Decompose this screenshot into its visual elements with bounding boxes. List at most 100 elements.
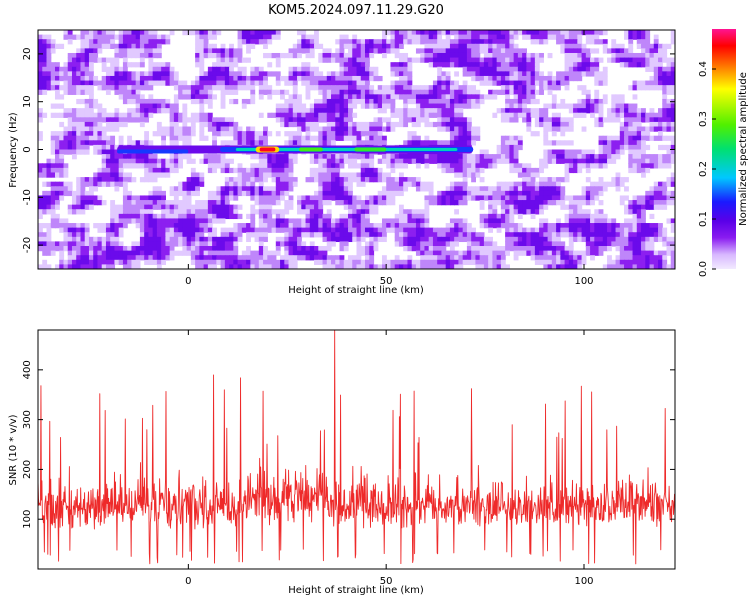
spectrogram-cell (241, 140, 247, 146)
spectrogram-cell (590, 158, 595, 164)
spectrogram-cell (454, 131, 460, 137)
spectrogram-cell (131, 200, 137, 206)
spectrogram-cell (471, 52, 477, 59)
spectrogram-cell (339, 112, 345, 118)
spectrogram-cell (80, 236, 86, 243)
spectrogram-cell (398, 57, 404, 63)
spectrogram-cell (432, 246, 438, 252)
spectrogram-cell (547, 75, 553, 82)
spectrogram-cell (547, 140, 553, 146)
spectrogram-cell (594, 30, 600, 36)
spectrogram-cell (348, 112, 353, 118)
spectrogram-cell (449, 57, 455, 63)
spectrogram-cell (63, 186, 69, 192)
spectrogram-cell (543, 227, 549, 233)
spectrogram-cell (54, 181, 60, 187)
spectrogram-cell (577, 232, 583, 238)
spectrogram-cell (110, 34, 116, 40)
spectrogram-cell (237, 167, 243, 174)
spectrogram-cell (343, 181, 349, 187)
spectrogram-cell (322, 108, 328, 114)
spectrogram-cell (636, 112, 642, 118)
spectrogram-cell (118, 71, 124, 77)
spectrogram-cell (500, 195, 506, 201)
spectrogram-cell (343, 190, 349, 197)
spectrogram-cell (407, 154, 413, 160)
spectrogram-cell (348, 218, 353, 224)
spectrogram-cell (560, 131, 566, 137)
spectrogram-cell (513, 154, 519, 160)
spectrogram-cell (394, 154, 400, 160)
spectrogram-cell (309, 200, 315, 206)
spectrogram-cell (292, 218, 298, 224)
spectrogram-cell (67, 186, 73, 192)
spectrogram-cell (301, 112, 307, 118)
spectrogram-cell (500, 112, 506, 118)
spectrogram-cell (148, 204, 154, 210)
spectrogram-cell (364, 121, 370, 128)
spectrogram-cell (513, 43, 519, 49)
spectrogram-cell (267, 52, 273, 59)
spectrogram-cell (309, 48, 315, 54)
spectrogram-cell (50, 149, 56, 155)
spectrogram-cell (466, 140, 472, 146)
spectrogram-cell (267, 209, 273, 215)
spectrogram-cell (292, 80, 298, 86)
spectrogram-cell (84, 200, 90, 206)
spectrogram-cell (326, 246, 332, 252)
spectrogram-cell (492, 71, 498, 77)
spectrogram-cell (543, 163, 549, 169)
spectrogram-cell (645, 223, 651, 229)
spectrogram-cell (645, 34, 651, 40)
spectrogram-cell (110, 209, 116, 215)
spectrogram-cell (284, 241, 290, 247)
spectrogram-cell (152, 98, 158, 105)
spectrogram-cell (309, 85, 315, 91)
spectrogram-cell (318, 140, 324, 146)
spectrogram-cell (76, 140, 82, 146)
spectrogram-cell (394, 71, 400, 77)
spectrogram-cell (182, 246, 188, 252)
spectrogram-cell (424, 204, 430, 210)
spectrogram-cell (373, 121, 379, 128)
spectrogram-cell (471, 227, 477, 233)
spectrogram-cell (556, 34, 561, 40)
spectrogram-cell (581, 213, 587, 220)
spectrogram-cell (492, 218, 498, 224)
spectrogram-cell (471, 158, 477, 164)
spectrogram-cell (662, 57, 668, 63)
spectrogram-cell (88, 57, 94, 63)
spectrogram-cell (343, 218, 349, 224)
spectrogram-cell (407, 209, 413, 215)
spectrogram-cell (114, 126, 120, 132)
spectrogram-cell (50, 131, 56, 137)
spectrogram-cell (178, 186, 183, 192)
spectrogram-cell (135, 200, 141, 206)
spectrogram-cell (88, 71, 94, 77)
spectrogram-cell (195, 43, 200, 49)
spectrogram-cell (216, 57, 222, 63)
spectrogram-cell (331, 241, 336, 247)
spectrogram-cell (339, 227, 345, 233)
spectrogram-cell (335, 190, 341, 197)
spectrogram-cell (509, 48, 515, 54)
spectrogram-cell (424, 186, 430, 192)
spectrogram-cell (220, 213, 226, 220)
spectrogram-cell (449, 181, 455, 187)
spectrogram-cell (258, 181, 264, 187)
spectrogram-cell (611, 112, 617, 118)
spectrogram-cell (212, 121, 217, 128)
spectrogram-cell (331, 80, 336, 86)
spectrogram-cell (526, 98, 532, 105)
spectrogram-cell (178, 112, 183, 118)
spectrogram-cell (590, 190, 595, 197)
spectrogram-cell (173, 135, 179, 141)
spectrogram-cell (292, 135, 298, 141)
spectrogram-cell (288, 108, 294, 114)
spectrogram-cell (352, 209, 358, 215)
spectrogram-cell (80, 131, 86, 137)
spectrogram-cell (339, 218, 345, 224)
spectrogram-cell (581, 218, 587, 224)
spectrogram-cell (63, 30, 69, 36)
spectrogram-cell (522, 163, 527, 169)
